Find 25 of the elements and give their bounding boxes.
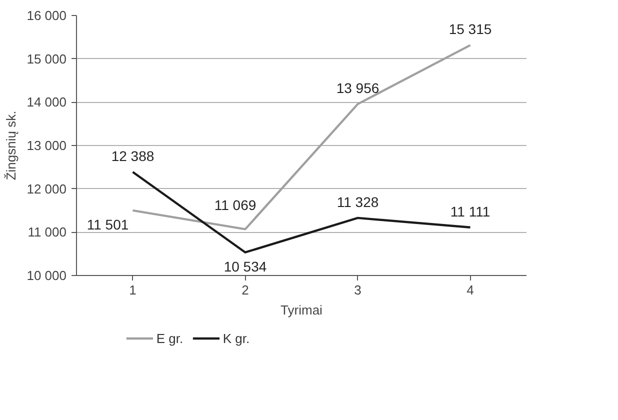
data-label: 13 956 bbox=[336, 80, 380, 96]
data-label: 15 315 bbox=[448, 21, 492, 38]
data-label: 11 111 bbox=[450, 203, 490, 220]
line-series bbox=[132, 170, 472, 254]
data-label: 12 388 bbox=[111, 148, 154, 164]
x-tick-label: 3 bbox=[354, 282, 362, 298]
line-series bbox=[132, 44, 472, 230]
legend-label: K gr. bbox=[222, 331, 250, 346]
data-label: 10 534 bbox=[224, 258, 267, 274]
y-tick-label: 14 000 bbox=[26, 94, 67, 110]
y-tick-label: 12 000 bbox=[26, 181, 67, 196]
x-tick-label: 2 bbox=[242, 282, 249, 298]
data-label: 11 069 bbox=[214, 197, 256, 214]
legend-label: E gr. bbox=[156, 331, 184, 346]
y-tick-label: 13 000 bbox=[26, 138, 67, 153]
y-tick-label: 16 000 bbox=[26, 8, 67, 23]
data-label: 11 328 bbox=[336, 194, 379, 210]
x-tick-label: 4 bbox=[466, 282, 474, 298]
y-tick-label: 11 000 bbox=[28, 224, 66, 240]
x-tick-label: 1 bbox=[129, 282, 136, 298]
y-tick-label: 15 000 bbox=[26, 51, 67, 66]
y-tick-label: 10 000 bbox=[26, 268, 67, 283]
data-label: 11 501 bbox=[86, 216, 129, 232]
x-axis-title: Tyrimai bbox=[280, 302, 323, 318]
y-axis-title: Žingsnių sk. bbox=[4, 110, 19, 180]
